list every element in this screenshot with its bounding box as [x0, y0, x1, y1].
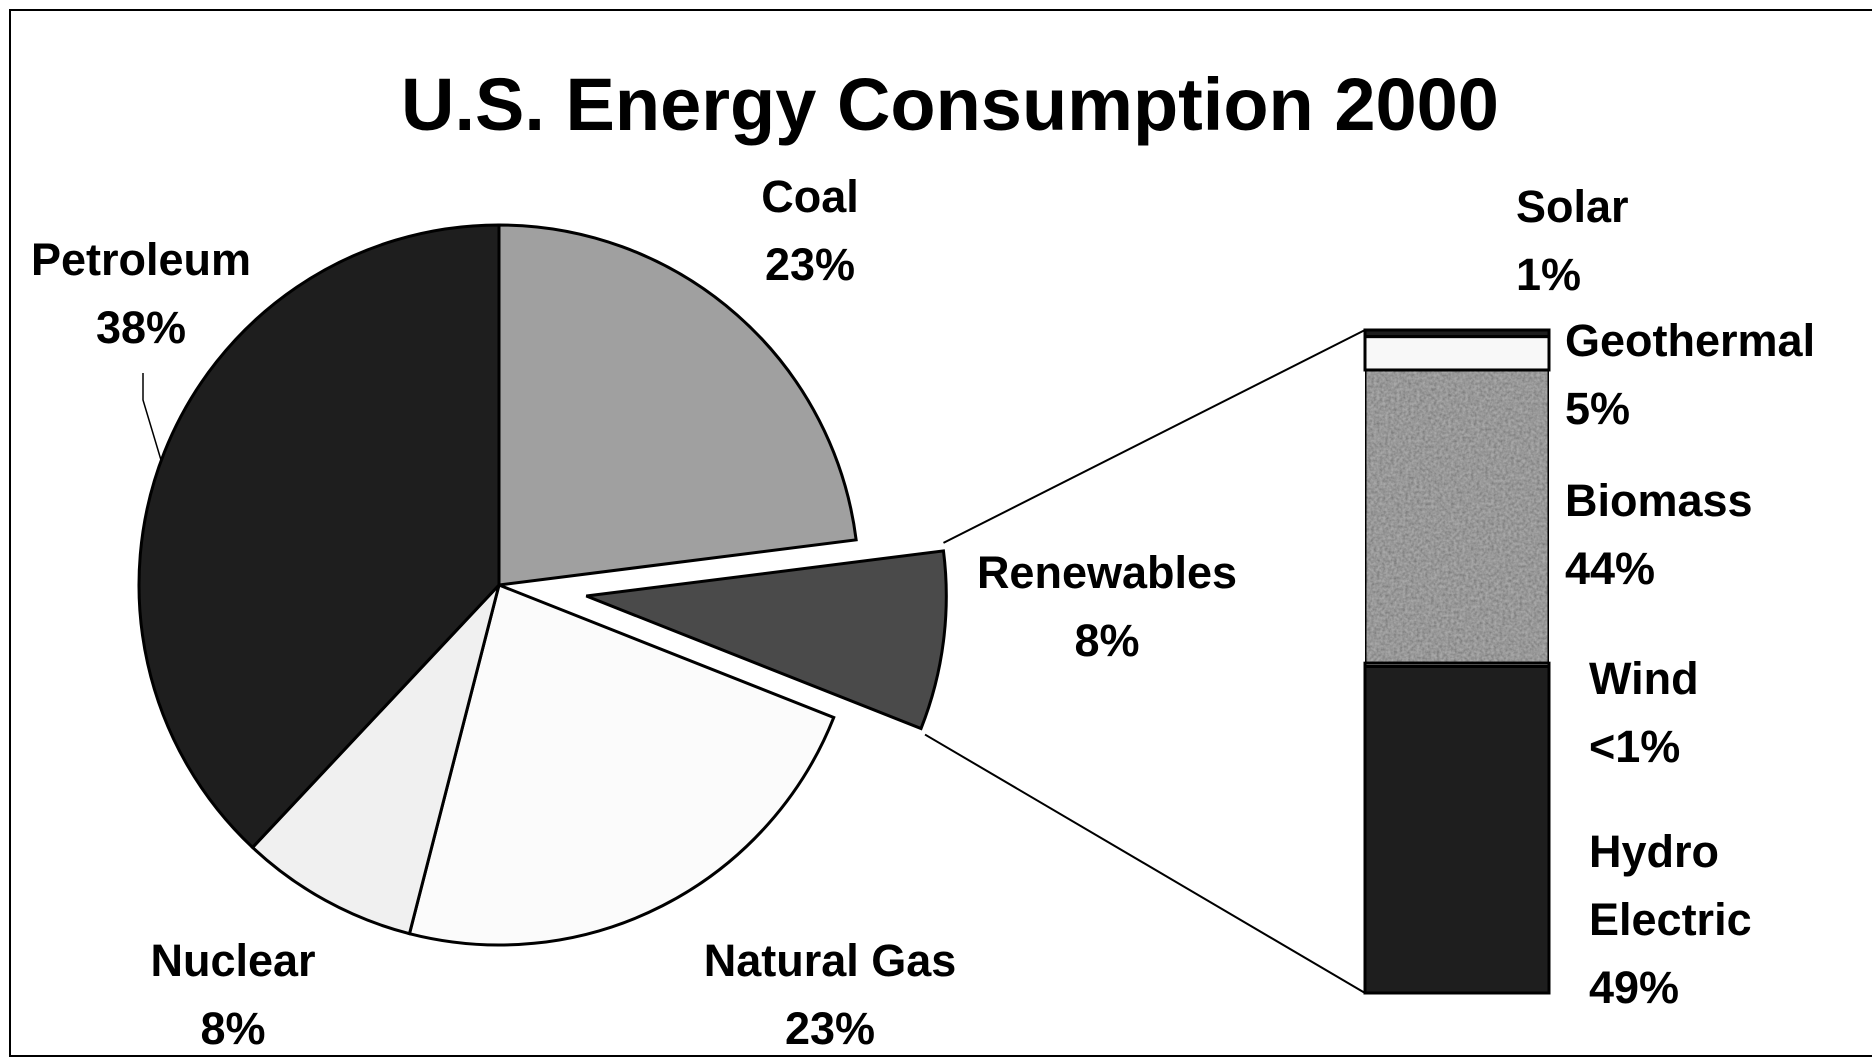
bar-segment	[1363, 664, 1551, 995]
label-name: Nuclear	[150, 935, 316, 986]
label-value: 44%	[1565, 543, 1656, 594]
bar-segment	[1363, 335, 1551, 372]
label-name: Coal	[761, 171, 859, 222]
chart-title: U.S. Energy Consumption 2000	[401, 63, 1499, 146]
label-value: 8%	[200, 1003, 266, 1054]
pie-slice	[407, 582, 836, 947]
data-label: Renewables 8%	[977, 539, 1237, 675]
label-name: Wind	[1589, 653, 1699, 704]
label-name: Natural Gas	[703, 935, 957, 986]
label-value: 5%	[1565, 383, 1631, 434]
pie-slice	[585, 549, 948, 731]
label-name: Petroleum	[30, 234, 252, 285]
connector-line	[943, 329, 1366, 544]
data-label: Petroleum 38%	[31, 226, 251, 362]
pie-slice	[497, 223, 858, 587]
label-value: 49%	[1589, 962, 1680, 1013]
connector-line	[924, 733, 1366, 994]
leader-line	[142, 373, 162, 461]
label-name: Renewables	[976, 547, 1238, 598]
data-label: Biomass 44%	[1565, 467, 1753, 603]
label-name: Hydro Electric	[1589, 826, 1752, 945]
label-value: 8%	[1074, 615, 1140, 666]
data-label: Hydro Electric 49%	[1589, 818, 1789, 1022]
data-label: Geothermal 5%	[1565, 307, 1815, 443]
label-name: Solar	[1516, 181, 1629, 232]
label-name: Biomass	[1565, 475, 1753, 526]
label-value: 23%	[764, 239, 856, 290]
bar-segment	[1363, 368, 1551, 665]
label-value: 1%	[1516, 249, 1582, 300]
data-label: Wind <1%	[1589, 645, 1699, 781]
data-label: Nuclear 8%	[150, 927, 315, 1063]
data-label: Coal 23%	[761, 163, 859, 299]
pie-slice	[250, 583, 501, 936]
pie-slice	[137, 223, 501, 850]
label-name: Geothermal	[1565, 315, 1816, 366]
data-label: Natural Gas 23%	[704, 927, 957, 1063]
data-label: Solar 1%	[1516, 173, 1629, 309]
label-value: 38%	[95, 302, 187, 353]
label-value: <1%	[1589, 721, 1681, 772]
frame	[9, 9, 1872, 1057]
label-value: 23%	[784, 1003, 876, 1054]
